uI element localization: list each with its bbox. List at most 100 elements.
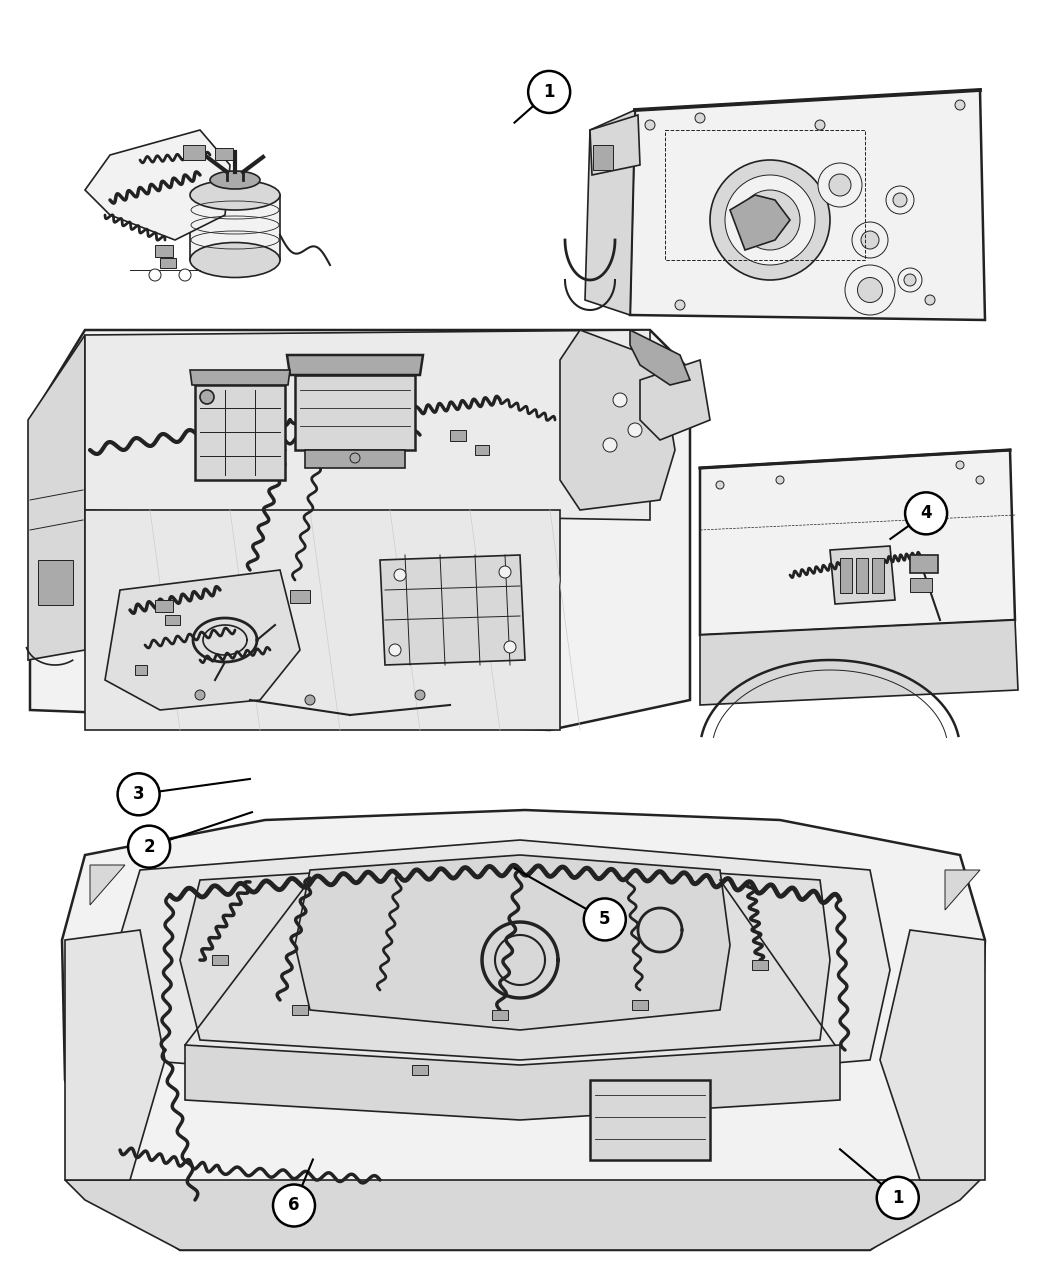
Circle shape bbox=[886, 186, 914, 215]
Circle shape bbox=[388, 644, 401, 656]
Polygon shape bbox=[287, 355, 423, 375]
Circle shape bbox=[128, 826, 170, 867]
Polygon shape bbox=[880, 930, 985, 1180]
Circle shape bbox=[603, 438, 617, 452]
Circle shape bbox=[877, 1177, 919, 1218]
Text: 4: 4 bbox=[920, 504, 932, 522]
Circle shape bbox=[861, 231, 879, 249]
Polygon shape bbox=[105, 570, 300, 710]
Bar bbox=[590, 1080, 710, 1160]
Circle shape bbox=[584, 899, 626, 940]
Bar bbox=[215, 148, 233, 160]
Bar bbox=[412, 1065, 428, 1075]
Circle shape bbox=[645, 120, 655, 130]
Bar bbox=[165, 616, 180, 624]
Text: 5: 5 bbox=[600, 911, 610, 928]
Circle shape bbox=[716, 481, 724, 489]
Ellipse shape bbox=[190, 180, 280, 209]
Circle shape bbox=[504, 641, 516, 653]
Circle shape bbox=[695, 112, 705, 123]
Ellipse shape bbox=[190, 243, 280, 277]
Polygon shape bbox=[630, 329, 690, 384]
Bar bbox=[160, 258, 176, 268]
Bar bbox=[910, 578, 932, 593]
Polygon shape bbox=[380, 555, 525, 665]
Circle shape bbox=[149, 269, 161, 281]
Ellipse shape bbox=[210, 171, 260, 189]
Text: 6: 6 bbox=[289, 1197, 299, 1214]
Bar bbox=[155, 245, 173, 257]
Circle shape bbox=[273, 1185, 315, 1226]
Bar bbox=[593, 146, 613, 170]
Polygon shape bbox=[585, 110, 635, 315]
Circle shape bbox=[613, 393, 627, 407]
Text: 1: 1 bbox=[544, 83, 554, 101]
Polygon shape bbox=[185, 1045, 840, 1120]
Polygon shape bbox=[295, 856, 730, 1031]
Circle shape bbox=[815, 120, 825, 130]
Bar bbox=[856, 558, 868, 593]
Polygon shape bbox=[640, 360, 710, 441]
Bar bbox=[290, 590, 310, 603]
Circle shape bbox=[628, 423, 642, 437]
Circle shape bbox=[776, 476, 784, 484]
Polygon shape bbox=[590, 115, 640, 175]
Polygon shape bbox=[90, 865, 125, 905]
Circle shape bbox=[845, 266, 895, 315]
Polygon shape bbox=[190, 370, 290, 384]
Circle shape bbox=[956, 461, 964, 469]
Bar bbox=[492, 1010, 508, 1020]
Polygon shape bbox=[62, 810, 985, 1250]
Polygon shape bbox=[730, 195, 790, 250]
Circle shape bbox=[394, 570, 406, 581]
Bar bbox=[183, 146, 205, 160]
Text: 3: 3 bbox=[132, 785, 145, 803]
Circle shape bbox=[956, 100, 965, 110]
Polygon shape bbox=[65, 930, 165, 1180]
Bar bbox=[295, 375, 415, 450]
Bar bbox=[195, 384, 285, 480]
Circle shape bbox=[499, 566, 511, 578]
Circle shape bbox=[675, 300, 685, 310]
Polygon shape bbox=[85, 130, 230, 240]
Circle shape bbox=[710, 160, 830, 280]
Polygon shape bbox=[700, 621, 1018, 705]
Polygon shape bbox=[630, 89, 985, 321]
Bar bbox=[450, 430, 466, 441]
Polygon shape bbox=[560, 329, 675, 510]
Bar bbox=[155, 600, 173, 612]
Bar bbox=[665, 130, 865, 261]
Circle shape bbox=[892, 193, 907, 207]
Bar bbox=[38, 561, 74, 605]
Circle shape bbox=[905, 493, 947, 534]
Circle shape bbox=[528, 72, 570, 112]
Circle shape bbox=[904, 275, 916, 286]
Polygon shape bbox=[180, 859, 830, 1060]
Circle shape bbox=[852, 222, 888, 258]
Circle shape bbox=[976, 476, 984, 484]
Circle shape bbox=[858, 277, 882, 303]
Circle shape bbox=[925, 295, 934, 305]
Circle shape bbox=[415, 690, 425, 700]
Circle shape bbox=[178, 269, 191, 281]
Polygon shape bbox=[65, 1180, 980, 1250]
Circle shape bbox=[304, 695, 315, 705]
Circle shape bbox=[118, 774, 160, 815]
Circle shape bbox=[898, 268, 922, 292]
Circle shape bbox=[200, 389, 214, 404]
Bar bbox=[135, 665, 147, 676]
Circle shape bbox=[724, 175, 815, 266]
Bar bbox=[872, 558, 884, 593]
Bar bbox=[292, 1005, 308, 1015]
Bar bbox=[212, 955, 228, 965]
Text: 1: 1 bbox=[892, 1189, 903, 1207]
Circle shape bbox=[350, 453, 360, 464]
Polygon shape bbox=[30, 329, 690, 730]
Polygon shape bbox=[700, 450, 1015, 635]
Circle shape bbox=[830, 174, 850, 195]
Bar bbox=[752, 960, 768, 971]
Polygon shape bbox=[110, 840, 890, 1091]
Polygon shape bbox=[945, 870, 980, 911]
Polygon shape bbox=[190, 195, 280, 261]
Bar bbox=[632, 1000, 648, 1010]
